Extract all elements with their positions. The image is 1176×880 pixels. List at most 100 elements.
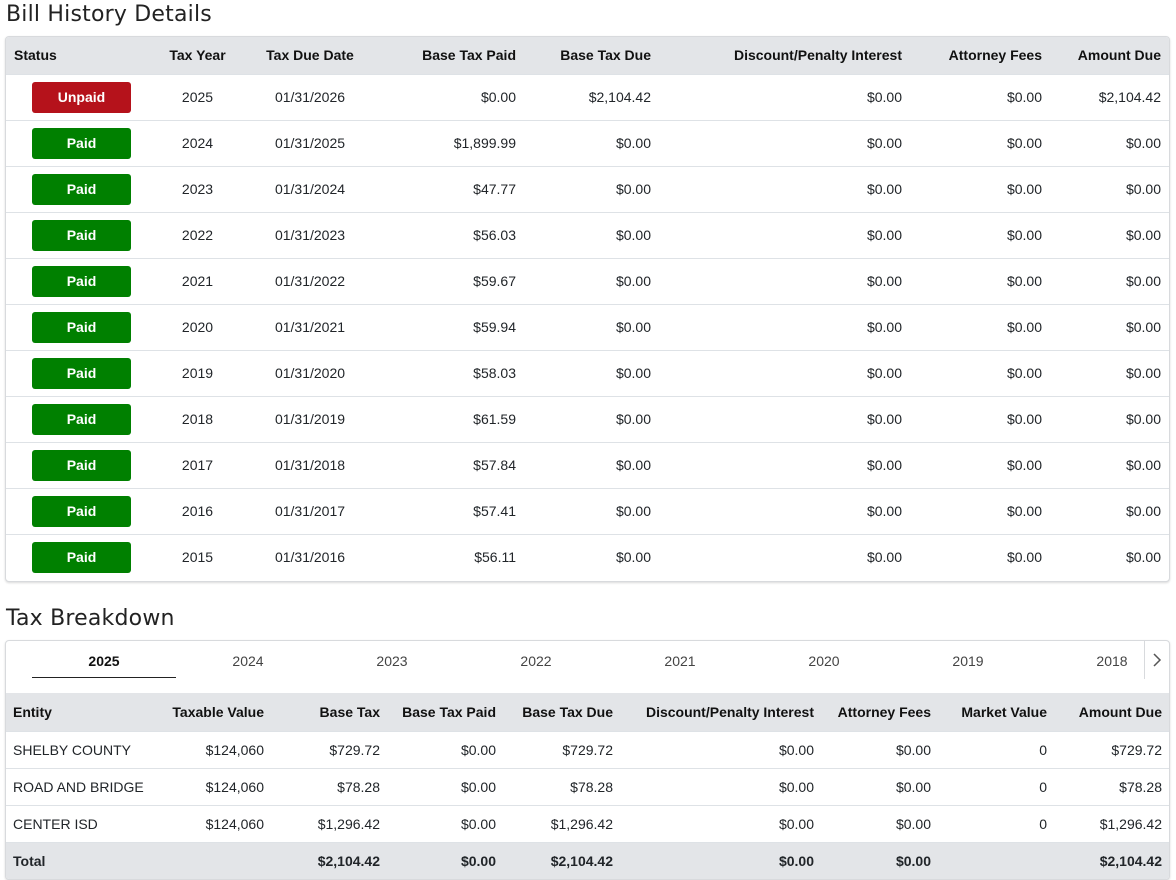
base-tax-due-cell: $0.00 bbox=[615, 227, 651, 243]
status-badge-paid[interactable]: Paid bbox=[32, 311, 131, 343]
taxable-value-cell: $124,060 bbox=[205, 778, 264, 795]
status-badge-unpaid[interactable]: Unpaid bbox=[32, 81, 131, 113]
attorney-fees-cell: $0.00 bbox=[1006, 503, 1042, 519]
base-tax-paid-cell: $59.94 bbox=[473, 319, 516, 335]
tab-year-2022[interactable]: 2022 bbox=[520, 653, 552, 669]
tab-year-2021[interactable]: 2021 bbox=[664, 653, 696, 669]
column-header-base-tax-paid[interactable]: Base Tax Paid bbox=[422, 47, 516, 64]
attorney-fees-cell: $0.00 bbox=[1006, 227, 1042, 243]
tax-year-cell: 2017 bbox=[181, 457, 214, 473]
tab-year-2025[interactable]: 2025 bbox=[32, 651, 176, 678]
total-base-tax: $2,104.42 bbox=[317, 852, 380, 869]
bill-history-row: Paid 2018 01/31/2019 $61.59 $0.00 $0.00 $0.00 $… bbox=[6, 396, 1169, 442]
base-tax-due-cell: $1,296.42 bbox=[550, 815, 613, 832]
status-badge-paid[interactable]: Paid bbox=[32, 495, 131, 527]
tab-year-2020[interactable]: 2020 bbox=[808, 653, 840, 669]
status-badge-paid[interactable]: Paid bbox=[32, 403, 131, 435]
tab-year-2018[interactable]: 2018 bbox=[1096, 653, 1128, 669]
bill-history-row: Paid 2022 01/31/2023 $56.03 $0.00 $0.00 $0.00 $… bbox=[6, 212, 1169, 258]
chevron-right-icon bbox=[1153, 653, 1162, 667]
bill-history-header-row: Status Tax Year Tax Due Date Base Tax Pa… bbox=[6, 37, 1169, 74]
tax-breakdown-card: 2025 2024 2023 2022 2021 2020 2019 2018 Entity … bbox=[5, 640, 1170, 880]
discount-penalty-interest-cell: $0.00 bbox=[778, 778, 814, 795]
discount-penalty-interest-cell: $0.00 bbox=[866, 319, 902, 335]
column-header-entity[interactable]: Entity bbox=[13, 704, 52, 721]
column-header-base-tax-due[interactable]: Base Tax Due bbox=[522, 704, 613, 721]
column-header-discount-penalty-interest[interactable]: Discount/Penalty Interest bbox=[733, 47, 902, 64]
column-header-tax-year[interactable]: Tax Year bbox=[169, 47, 226, 64]
column-header-status[interactable]: Status bbox=[14, 47, 57, 64]
column-header-attorney-fees[interactable]: Attorney Fees bbox=[837, 704, 931, 721]
column-header-base-tax-paid[interactable]: Base Tax Paid bbox=[402, 704, 496, 721]
status-cell: Paid bbox=[6, 350, 149, 396]
status-badge-paid[interactable]: Paid bbox=[32, 265, 131, 297]
status-badge-paid[interactable]: Paid bbox=[32, 127, 131, 159]
base-tax-paid-cell: $61.59 bbox=[473, 411, 516, 427]
bill-history-row: Paid 2023 01/31/2024 $47.77 $0.00 $0.00 $0.00 $… bbox=[6, 166, 1169, 212]
column-header-market-value[interactable]: Market Value bbox=[961, 704, 1047, 721]
column-header-amount-due[interactable]: Amount Due bbox=[1078, 704, 1162, 721]
tax-due-date-cell: 01/31/2026 bbox=[274, 89, 346, 105]
bill-history-card: Status Tax Year Tax Due Date Base Tax Pa… bbox=[5, 36, 1170, 582]
status-cell: Unpaid bbox=[6, 74, 149, 120]
base-tax-paid-cell: $59.67 bbox=[473, 273, 516, 289]
total-base-tax-paid: $0.00 bbox=[460, 852, 496, 869]
base-tax-due-cell: $0.00 bbox=[615, 319, 651, 335]
tab-year-2019[interactable]: 2019 bbox=[952, 653, 984, 669]
column-header-discount-penalty-interest[interactable]: Discount/Penalty Interest bbox=[645, 704, 814, 721]
base-tax-paid-cell: $0.00 bbox=[480, 89, 516, 105]
status-badge-paid[interactable]: Paid bbox=[32, 449, 131, 481]
base-tax-due-cell: $0.00 bbox=[615, 549, 651, 566]
amount-due-cell: $0.00 bbox=[1125, 549, 1161, 566]
taxable-value-cell: $124,060 bbox=[205, 815, 264, 832]
taxable-value-cell: $124,060 bbox=[205, 741, 264, 758]
discount-penalty-interest-cell: $0.00 bbox=[866, 503, 902, 519]
tax-year-cell: 2018 bbox=[181, 411, 214, 427]
status-badge-paid[interactable]: Paid bbox=[32, 357, 131, 389]
entity-cell: ROAD AND BRIDGE bbox=[13, 778, 144, 795]
tab-year-2023[interactable]: 2023 bbox=[376, 653, 408, 669]
discount-penalty-interest-cell: $0.00 bbox=[778, 815, 814, 832]
tax-year-cell: 2022 bbox=[181, 227, 214, 243]
attorney-fees-cell: $0.00 bbox=[895, 778, 931, 795]
tax-due-date-cell: 01/31/2023 bbox=[274, 227, 346, 243]
tabs-next-button[interactable] bbox=[1144, 641, 1169, 679]
amount-due-cell: $0.00 bbox=[1125, 411, 1161, 427]
amount-due-cell: $0.00 bbox=[1125, 503, 1161, 519]
discount-penalty-interest-cell: $0.00 bbox=[866, 89, 902, 105]
discount-penalty-interest-cell: $0.00 bbox=[866, 411, 902, 427]
status-badge-paid[interactable]: Paid bbox=[32, 219, 131, 251]
base-tax-cell: $729.72 bbox=[329, 741, 380, 758]
column-header-tax-due-date[interactable]: Tax Due Date bbox=[266, 47, 354, 64]
discount-penalty-interest-cell: $0.00 bbox=[866, 365, 902, 381]
column-header-base-tax-due[interactable]: Base Tax Due bbox=[560, 47, 651, 64]
status-cell: Paid bbox=[6, 258, 149, 304]
base-tax-paid-cell: $47.77 bbox=[473, 181, 516, 197]
column-header-base-tax[interactable]: Base Tax bbox=[319, 704, 380, 721]
base-tax-paid-cell: $0.00 bbox=[460, 778, 496, 795]
discount-penalty-interest-cell: $0.00 bbox=[866, 181, 902, 197]
bill-history-row: Paid 2015 01/31/2016 $56.11 $0.00 $0.00 $0.00 $… bbox=[6, 534, 1169, 580]
bill-history-row: Paid 2021 01/31/2022 $59.67 $0.00 $0.00 $0.00 $… bbox=[6, 258, 1169, 304]
base-tax-due-cell: $0.00 bbox=[615, 181, 651, 197]
attorney-fees-cell: $0.00 bbox=[1006, 273, 1042, 289]
discount-penalty-interest-cell: $0.00 bbox=[866, 549, 902, 566]
status-badge-paid[interactable]: Paid bbox=[32, 173, 131, 205]
attorney-fees-cell: $0.00 bbox=[1006, 549, 1042, 566]
breakdown-row: ROAD AND BRIDGE $124,060 $78.28 $0.00 $78.28… bbox=[6, 768, 1169, 805]
amount-due-cell: $0.00 bbox=[1125, 457, 1161, 473]
amount-due-cell: $0.00 bbox=[1125, 181, 1161, 197]
column-header-attorney-fees[interactable]: Attorney Fees bbox=[948, 47, 1042, 64]
amount-due-cell: $0.00 bbox=[1125, 273, 1161, 289]
base-tax-paid-cell: $58.03 bbox=[473, 365, 516, 381]
bill-history-row: Paid 2019 01/31/2020 $58.03 $0.00 $0.00 $0.00 $… bbox=[6, 350, 1169, 396]
column-header-amount-due[interactable]: Amount Due bbox=[1077, 47, 1161, 64]
bill-history-row: Unpaid 2025 01/31/2026 $0.00 $2,104.42 $0.00 $… bbox=[6, 74, 1169, 120]
status-badge-paid[interactable]: Paid bbox=[32, 541, 131, 573]
base-tax-due-cell: $0.00 bbox=[615, 135, 651, 151]
base-tax-paid-cell: $0.00 bbox=[460, 815, 496, 832]
total-label: Total bbox=[13, 852, 46, 869]
amount-due-cell: $2,104.42 bbox=[1098, 89, 1161, 105]
column-header-taxable-value[interactable]: Taxable Value bbox=[172, 704, 264, 721]
tab-year-2024[interactable]: 2024 bbox=[232, 653, 264, 669]
